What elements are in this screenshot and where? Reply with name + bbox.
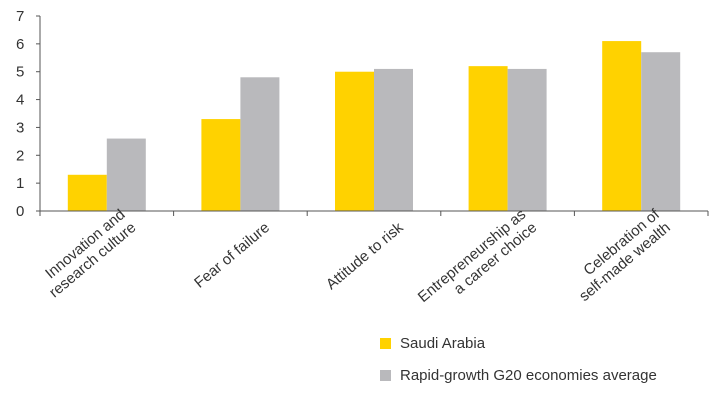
x-category-label: Attitude to risk bbox=[323, 219, 407, 293]
bar-saudi-arabia bbox=[602, 41, 642, 212]
y-tick-label: 4 bbox=[16, 92, 24, 109]
legend-swatch-saudi-arabia bbox=[380, 337, 391, 349]
x-category-label-line: Attitude to risk bbox=[323, 219, 407, 293]
y-tick-label: 2 bbox=[16, 147, 24, 164]
bar-saudi-arabia bbox=[67, 174, 107, 211]
legend-label-saudi-arabia: Saudi Arabia bbox=[400, 334, 486, 352]
bar-g20-average bbox=[240, 77, 280, 212]
bar-saudi-arabia bbox=[468, 66, 508, 212]
bar-chart: 0 1 2 3 4 5 6 7 Innovation andresearch culture Fe… bbox=[16, 8, 709, 319]
legend-item-g20-average: Rapid-growth G20 economies average bbox=[380, 365, 657, 385]
y-tick-label: 7 bbox=[16, 8, 24, 25]
bar-g20-average bbox=[641, 52, 681, 211]
x-category-label: Celebration ofself-made wealth bbox=[565, 205, 674, 304]
bar-saudi-arabia bbox=[335, 71, 374, 211]
bar-g20-average bbox=[507, 68, 547, 211]
legend-item-saudi-arabia: Saudi Arabia bbox=[380, 333, 657, 353]
y-tick-label: 0 bbox=[16, 203, 24, 220]
bar-g20-average bbox=[374, 68, 413, 211]
x-category-label-line: Entrepreneurship as bbox=[415, 206, 529, 306]
bar-saudi-arabia bbox=[201, 119, 241, 211]
x-category-label: Innovation andresearch culture bbox=[35, 206, 139, 301]
y-tick-label: 6 bbox=[16, 36, 24, 53]
x-category-label: Fear of failure bbox=[191, 219, 273, 292]
legend-label-g20-average: Rapid-growth G20 economies average bbox=[400, 366, 657, 384]
bar-g20-average bbox=[106, 138, 146, 211]
legend-swatch-g20-average bbox=[380, 369, 391, 381]
x-category-label: Entrepreneurship asa career choice bbox=[415, 206, 540, 319]
y-tick-label: 3 bbox=[16, 119, 24, 136]
legend: Saudi Arabia Rapid-growth G20 economies … bbox=[380, 333, 657, 397]
x-category-label-line: Fear of failure bbox=[191, 219, 273, 292]
y-tick-label: 5 bbox=[16, 64, 24, 81]
y-tick-label: 1 bbox=[16, 175, 24, 192]
